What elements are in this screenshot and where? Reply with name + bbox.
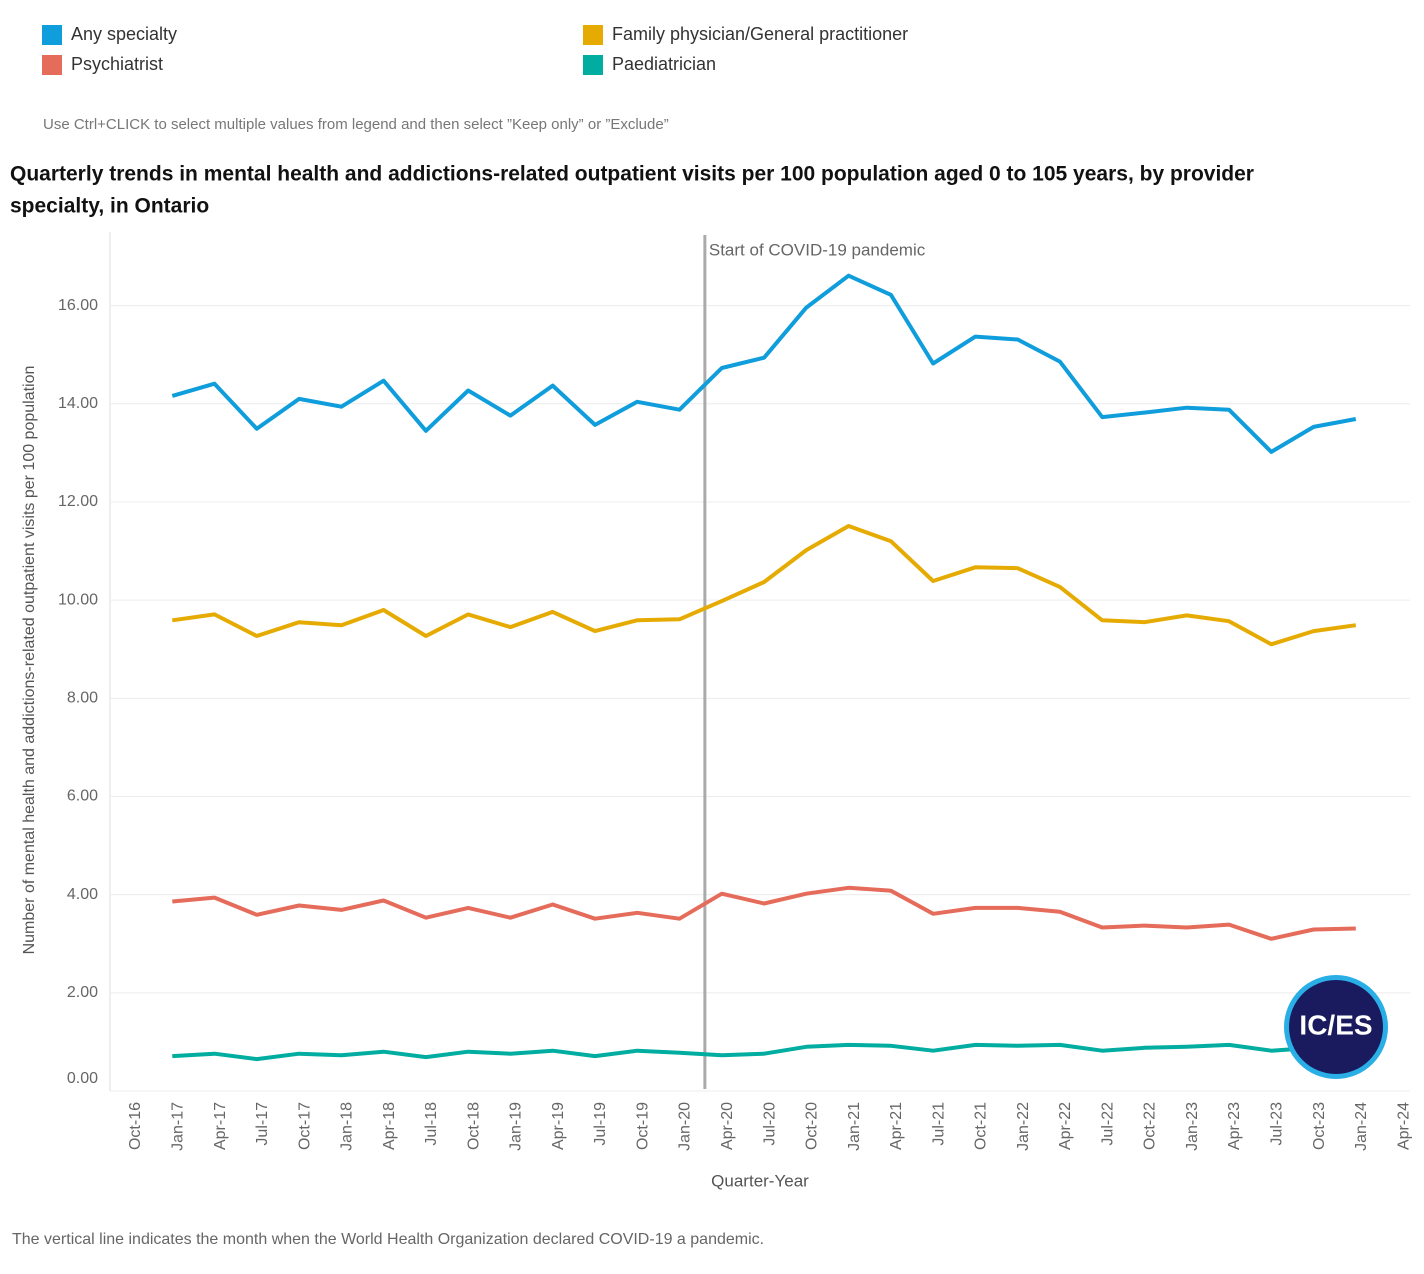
y-tick-label: 0.00 <box>67 1070 98 1087</box>
series-line <box>171 273 1357 454</box>
x-tick-label: Apr-20 <box>719 1102 736 1150</box>
legend-label[interactable]: Paediatrician <box>612 54 716 74</box>
footnote: The vertical line indicates the month wh… <box>12 1231 764 1248</box>
y-tick-label: 14.00 <box>58 395 98 412</box>
logo-text: IC/ES <box>1299 1009 1372 1040</box>
y-tick-label: 8.00 <box>67 690 98 707</box>
legend-label[interactable]: Any specialty <box>71 24 177 44</box>
x-tick-label: Jan-19 <box>508 1102 525 1151</box>
x-tick-label: Oct-17 <box>296 1102 313 1150</box>
x-tick-label: Jan-24 <box>1353 1102 1370 1151</box>
chart-title: specialty, in Ontario <box>10 195 209 218</box>
series-line <box>172 1042 1356 1062</box>
x-tick-label: Apr-19 <box>550 1102 567 1150</box>
x-tick-label: Jul-22 <box>1099 1102 1116 1146</box>
legend-label[interactable]: Psychiatrist <box>71 54 163 74</box>
legend-swatch[interactable] <box>42 25 62 45</box>
legend-swatch[interactable] <box>583 25 603 45</box>
x-tick-label: Jan-21 <box>846 1102 863 1151</box>
x-tick-label: Jul-20 <box>761 1102 778 1146</box>
x-tick-label: Jul-21 <box>930 1102 947 1146</box>
x-tick-label: Jul-17 <box>254 1102 271 1146</box>
legend-swatch[interactable] <box>583 55 603 75</box>
x-tick-label: Oct-23 <box>1311 1102 1328 1150</box>
x-tick-label: Apr-21 <box>888 1102 905 1150</box>
y-tick-label: 4.00 <box>67 886 98 903</box>
legend-note: Use Ctrl+CLICK to select multiple values… <box>43 116 669 133</box>
x-tick-label: Jan-22 <box>1015 1102 1032 1151</box>
y-tick-label: 12.00 <box>58 493 98 510</box>
x-tick-label: Apr-23 <box>1226 1102 1243 1150</box>
x-axis-label: Quarter-Year <box>711 1171 809 1190</box>
annotation: Start of COVID-19 pandemic <box>709 240 926 259</box>
x-tick-label: Apr-22 <box>1057 1102 1074 1150</box>
x-tick-label: Apr-18 <box>381 1102 398 1150</box>
x-tick-label: Oct-20 <box>804 1102 821 1150</box>
x-tick-label: Oct-16 <box>127 1102 144 1150</box>
x-tick-label: Oct-22 <box>1142 1102 1159 1150</box>
x-tick-label: Apr-17 <box>212 1102 229 1150</box>
x-tick-label: Jul-19 <box>592 1102 609 1146</box>
y-tick-label: 6.00 <box>67 788 98 805</box>
y-tick-label: 16.00 <box>58 297 98 314</box>
y-axis-label: Number of mental health and addictions-r… <box>21 366 38 955</box>
x-tick-label: Oct-19 <box>634 1102 651 1150</box>
logo: IC/ES <box>1284 975 1388 1079</box>
y-tick-label: 2.00 <box>67 984 98 1001</box>
legend-swatch[interactable] <box>42 55 62 75</box>
x-tick-label: Jan-23 <box>1184 1102 1201 1151</box>
x-tick-label: Apr-24 <box>1395 1102 1412 1150</box>
x-tick-label: Oct-21 <box>973 1102 990 1150</box>
x-tick-label: Jan-17 <box>169 1102 186 1151</box>
x-tick-label: Oct-18 <box>465 1102 482 1150</box>
logo-disc <box>1289 980 1383 1074</box>
chart-title: Quarterly trends in mental health and ad… <box>10 163 1254 186</box>
x-tick-label: Jul-23 <box>1269 1102 1286 1146</box>
x-tick-label: Jan-18 <box>339 1102 356 1151</box>
x-tick-label: Jan-20 <box>677 1102 694 1151</box>
x-tick-label: Jul-18 <box>423 1102 440 1146</box>
y-tick-label: 10.00 <box>58 591 98 608</box>
series-line <box>172 885 1356 941</box>
legend-label[interactable]: Family physician/General practitioner <box>612 24 908 44</box>
series-line <box>172 524 1357 647</box>
